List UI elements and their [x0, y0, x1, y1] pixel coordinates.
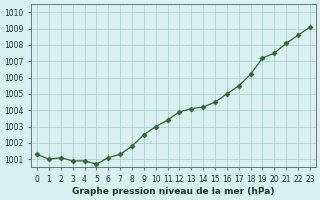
X-axis label: Graphe pression niveau de la mer (hPa): Graphe pression niveau de la mer (hPa)	[72, 187, 275, 196]
